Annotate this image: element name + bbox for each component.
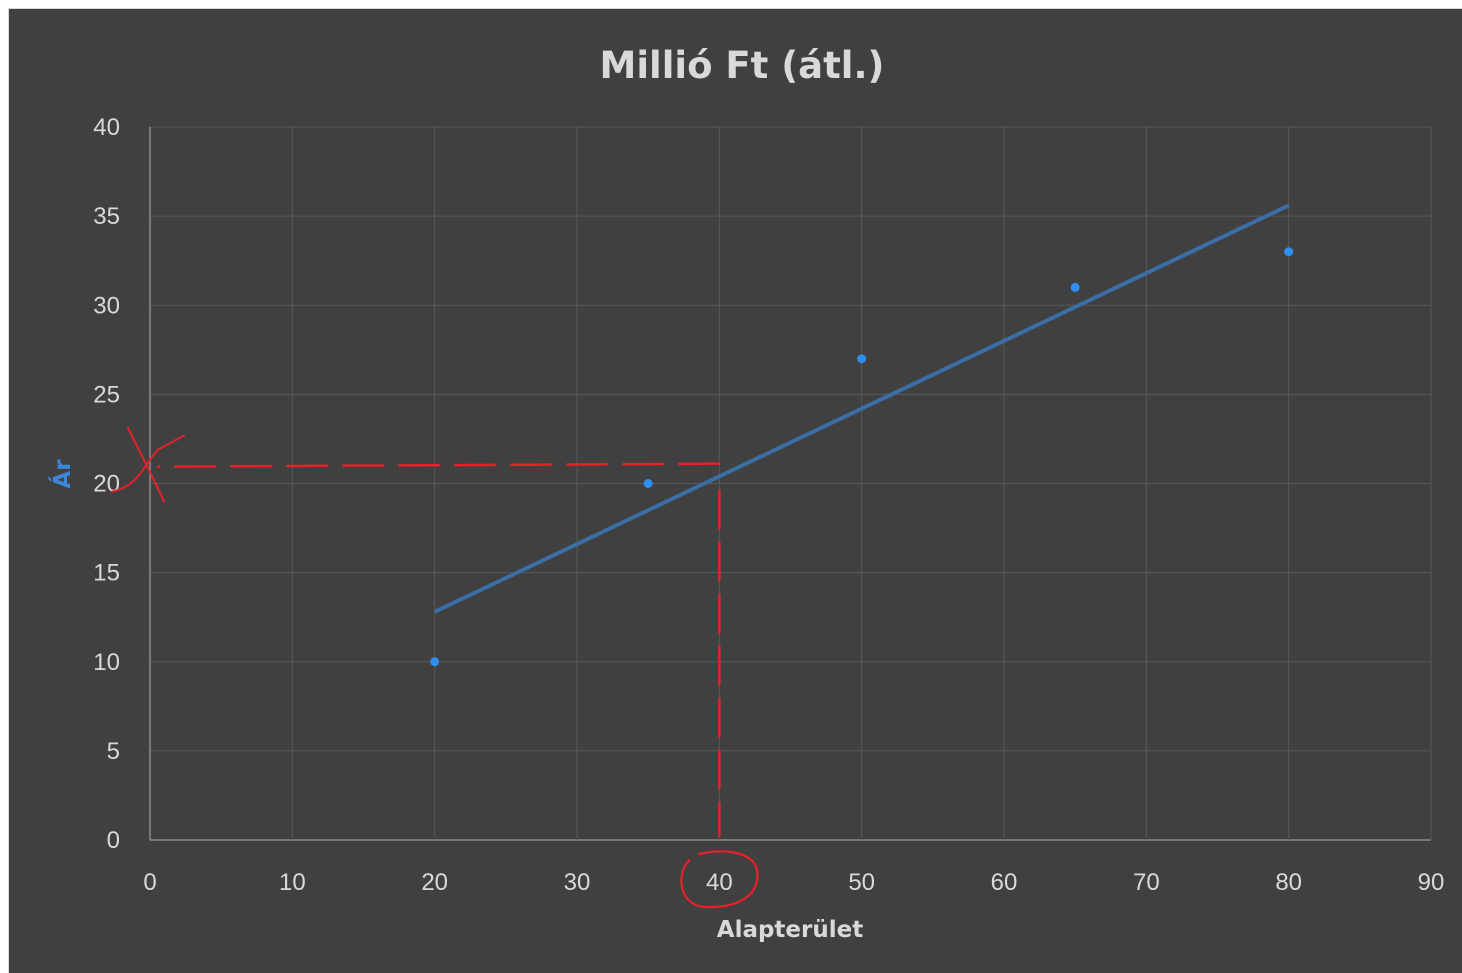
trendline [433,203,1290,614]
chart-area [8,8,1462,973]
y-tick-label: 25 [93,381,120,408]
grid-lines [149,126,1432,841]
y-tick-label: 0 [107,827,120,854]
tick-labels: 0 5 10 15 20 25 30 35 40 0 10 20 30 40 50 60 70 80 90 [93,114,1444,896]
circle-around-40 [680,850,759,909]
x-tick-label: 80 [1275,869,1302,896]
x-tick-label: 90 [1418,869,1445,896]
data-point [857,354,867,364]
x-tick-label: 50 [848,869,875,896]
data-point [1070,282,1080,292]
x-axis-title: Alapterület [717,917,863,943]
x-tick-label: 70 [1133,869,1160,896]
cross-mark-stroke [127,426,165,503]
y-tick-label: 20 [93,471,120,498]
data-point [643,479,653,488]
data-point [1284,247,1294,257]
x-tick-label: 30 [564,869,591,896]
data-point [430,657,440,667]
chart-title: Millió Ft (átl.) [600,44,885,87]
x-tick-label: 20 [421,869,448,896]
y-tick-label: 5 [107,738,120,765]
y-tick-label: 35 [93,203,120,230]
y-tick-label: 10 [93,649,120,676]
cross-mark-stroke [111,434,185,493]
x-tick-label: 40 [706,869,733,896]
y-tick-label: 30 [93,292,120,319]
x-tick-label: 60 [991,869,1018,896]
y-tick-label: 40 [93,114,120,141]
trendline-path [433,203,1290,614]
y-tick-label: 15 [93,560,120,587]
data-points [430,247,1294,667]
x-tick-label: 10 [279,869,306,896]
hand-annotations [111,426,759,909]
y-axis-title: Ár [48,459,76,489]
x-tick-label: 0 [143,869,156,896]
horizontal-dashed-guide [156,462,721,468]
